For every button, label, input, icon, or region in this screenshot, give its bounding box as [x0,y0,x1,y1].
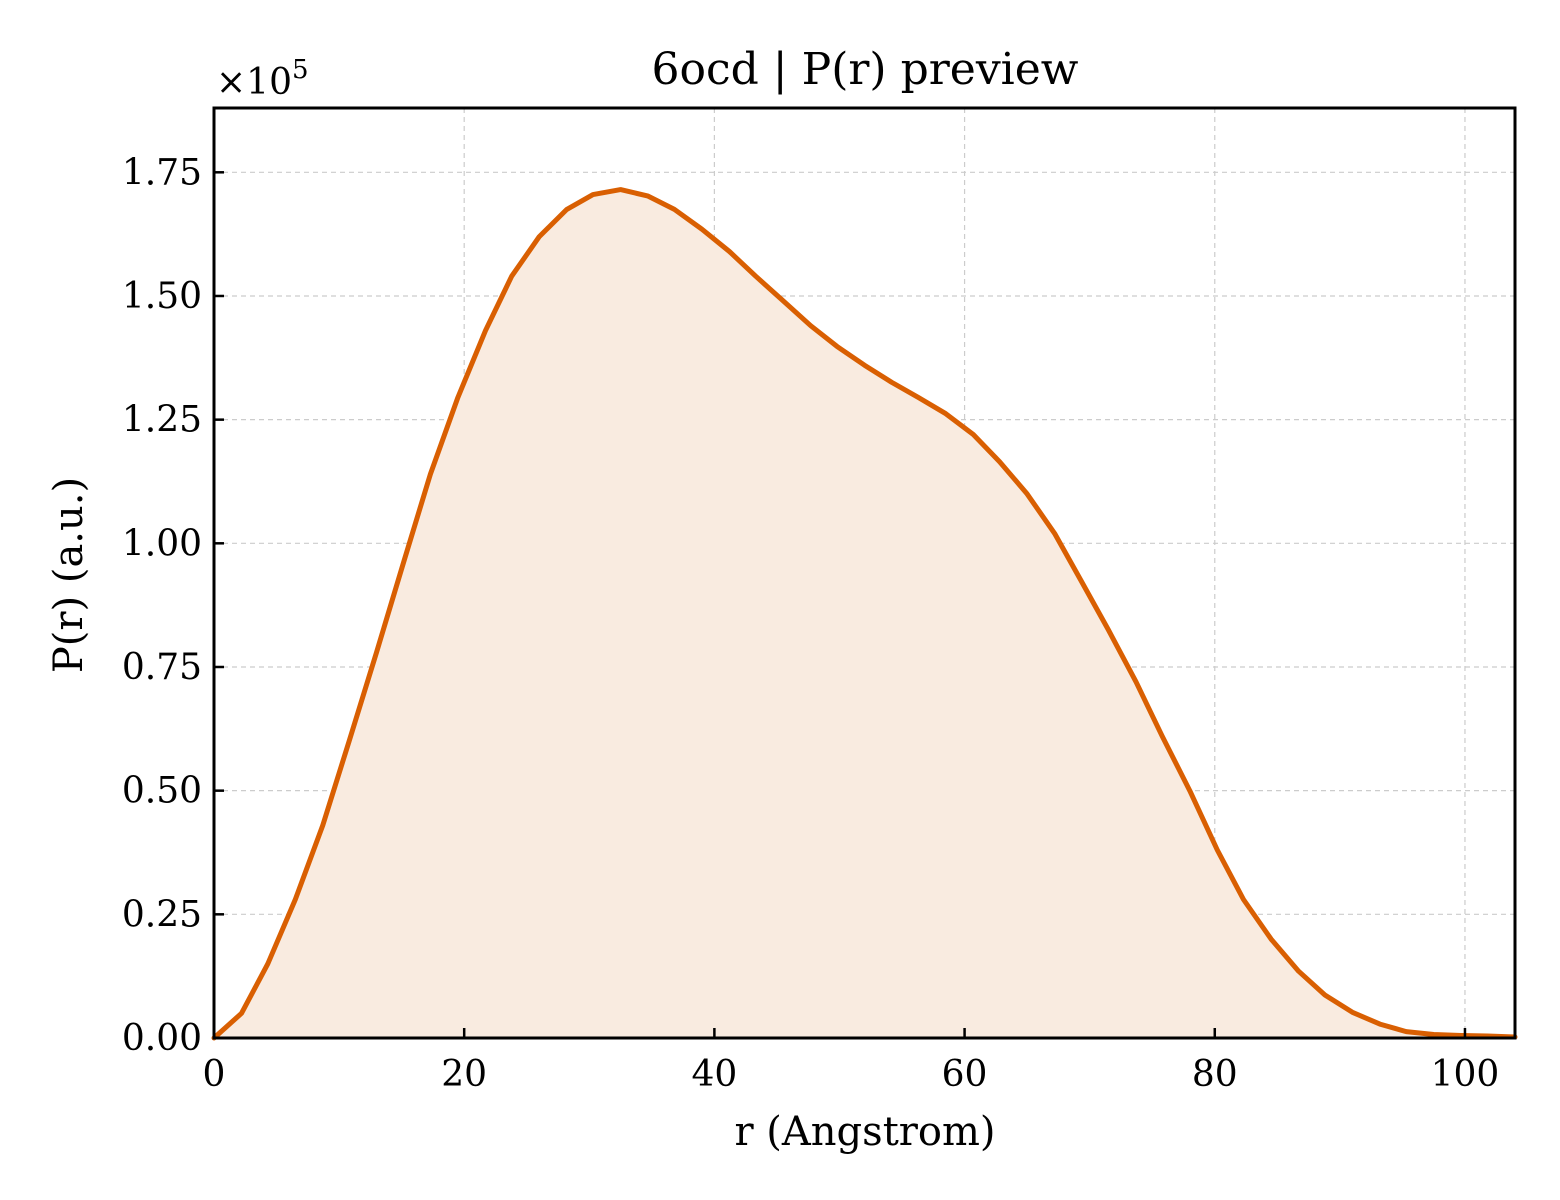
y-tick-label: 1.00 [122,523,202,564]
y-tick-label: 0.00 [122,1018,202,1059]
x-tick-label: 0 [203,1054,226,1095]
y-multiplier-base: ×10 [216,62,292,103]
plot-frame [212,106,1517,1040]
x-tick-label: 60 [942,1054,988,1095]
y-tick-label: 1.50 [122,276,202,317]
y-multiplier-exponent: 5 [292,55,309,85]
y-tick-label: 1.75 [122,152,202,193]
x-axis-label: r (Angstrom) [734,1109,995,1155]
chart-title: 6ocd | P(r) preview [652,44,1079,95]
x-tick-label: 80 [1192,1054,1238,1095]
y-tick-label: 1.25 [122,400,202,441]
y-tick-label: 0.75 [122,647,202,688]
y-tick-label: 0.25 [122,894,202,935]
axis-ticks [212,171,1467,1040]
y-scale-multiplier: ×105 [216,55,309,103]
x-tick-label: 20 [441,1054,487,1095]
x-tick-label: 40 [691,1054,737,1095]
x-tick-label: 100 [1431,1054,1500,1095]
y-axis-label: P(r) (a.u.) [46,477,92,673]
pr-curve-line [211,187,1518,1041]
y-tick-label: 0.50 [122,771,202,812]
pr-area-fill [214,189,1515,1039]
